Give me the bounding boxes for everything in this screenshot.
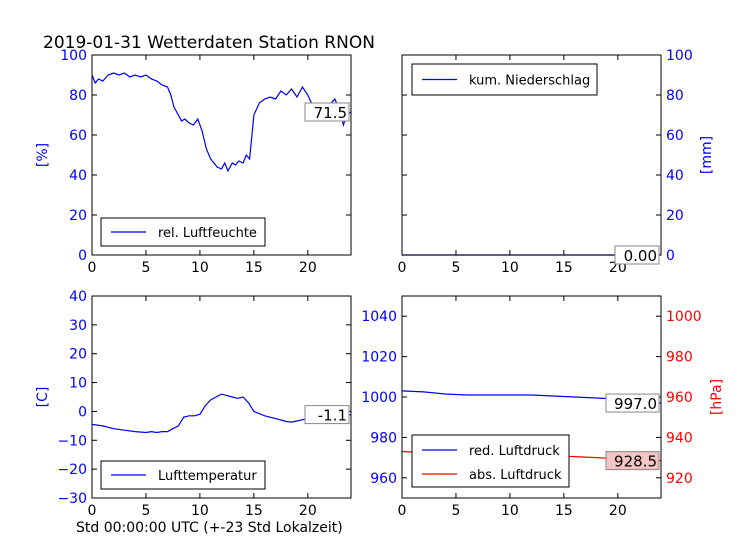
annotation-precip-box [614, 245, 660, 265]
y-tick-label-temperature--30: −30 [57, 491, 87, 507]
annotation-humidity: 71.5 [314, 104, 347, 122]
y-tick-label-humidity-80: 80 [69, 88, 87, 104]
x-tick-label-temperature-10: 10 [191, 503, 209, 519]
legend-label-humidity-0: rel. Luftfeuchte [158, 226, 257, 241]
y-tick-label-temperature-10: 10 [69, 376, 87, 392]
plot-frame-precip [401, 54, 662, 256]
y-tick-label-temperature--20: −20 [57, 462, 87, 478]
x-tick-label-pressure-10: 10 [501, 503, 519, 519]
y-tick-label-precip-60: 60 [666, 128, 684, 144]
x-tick-label-pressure-20: 20 [609, 503, 627, 519]
legend-box-pressure [411, 434, 570, 488]
figure-title: 2019-01-31 Wetterdaten Station RNON [43, 33, 375, 53]
legend-label-pressure-1: abs. Luftdruck [469, 468, 562, 483]
x-tick-label-pressure-15: 15 [555, 503, 573, 519]
y-tick-label-precip-20: 20 [666, 208, 684, 224]
y-tick-label-precip-80: 80 [666, 88, 684, 104]
y-tick-label-pressure-960: 960 [370, 471, 397, 487]
y2-tick-label-pressure-940: 940 [666, 430, 693, 446]
annotation-temperature: -1.1 [318, 407, 347, 425]
y-axis-label-humidity: [%] [35, 143, 51, 167]
y-tick-label-precip-0: 0 [666, 248, 675, 264]
y-tick-label-humidity-0: 0 [78, 248, 87, 264]
y-tick-label-humidity-100: 100 [60, 48, 87, 64]
y-tick-label-pressure-1000: 1000 [361, 390, 397, 406]
y-tick-label-humidity-20: 20 [69, 208, 87, 224]
y2-tick-label-pressure-980: 980 [666, 350, 693, 366]
x-tick-label-humidity-20: 20 [299, 260, 317, 276]
annotation-humidity-box [304, 102, 350, 122]
panel-temperature: 0 5 10 15 20 −30 −20 −10 0 10 20 30 40 [C] Lufttempera… [35, 289, 352, 519]
annotation2-pressure: 928.5 [614, 453, 657, 471]
y-tick-label-precip-40: 40 [666, 168, 684, 184]
y-axis-label-temperature: [C] [35, 387, 51, 408]
x-tick-label-precip-5: 5 [451, 260, 460, 276]
legend-label-precip-0: kum. Niederschlag [469, 74, 590, 89]
y2-tick-label-pressure-1000: 1000 [666, 309, 702, 325]
y2-tick-label-pressure-920: 920 [666, 471, 693, 487]
y-tick-label-temperature-20: 20 [69, 347, 87, 363]
annotation-temperature-box [304, 405, 350, 425]
y-tick-label-temperature-30: 30 [69, 318, 87, 334]
panel-pressure: 0 5 10 15 20 960 980 1000 1020 1040 920 940 960 980 10… [361, 295, 725, 519]
annotation-pressure: 997.0 [614, 395, 657, 413]
y-tick-label-pressure-1020: 1020 [361, 350, 397, 366]
annotation2-pressure-box [605, 451, 660, 471]
y-tick-label-temperature--10: −10 [57, 433, 87, 449]
x-tick-label-temperature-15: 15 [245, 503, 263, 519]
y-tick-label-pressure-980: 980 [370, 430, 397, 446]
x-tick-label-pressure-0: 0 [398, 503, 407, 519]
y-axis-label-precip: [mm] [699, 136, 715, 174]
x-tick-label-humidity-10: 10 [191, 260, 209, 276]
x-tick-label-precip-10: 10 [501, 260, 519, 276]
y-tick-label-pressure-1040: 1040 [361, 309, 397, 325]
figure-xlabel: Std 00:00:00 UTC (+-23 Std Lokalzeit) [76, 520, 343, 536]
y-tick-label-temperature-0: 0 [78, 404, 87, 420]
x-tick-label-temperature-5: 5 [141, 503, 150, 519]
plot-frame-humidity [91, 54, 352, 256]
x-tick-label-precip-0: 0 [398, 260, 407, 276]
x-tick-label-temperature-0: 0 [88, 503, 97, 519]
y-tick-label-temperature-40: 40 [69, 289, 87, 305]
y-tick-label-humidity-60: 60 [69, 128, 87, 144]
x-tick-label-precip-15: 15 [555, 260, 573, 276]
series-line-temperature-0 [91, 393, 352, 434]
plot-frame-temperature [91, 295, 352, 499]
x-tick-label-pressure-5: 5 [451, 503, 460, 519]
legend-label-pressure-0: red. Luftdruck [469, 444, 560, 459]
x-tick-label-humidity-15: 15 [245, 260, 263, 276]
series-line-humidity-0 [91, 72, 352, 173]
annotation-pressure-box [605, 393, 660, 413]
y2-tick-label-pressure-960: 960 [666, 390, 693, 406]
x-tick-label-humidity-0: 0 [88, 260, 97, 276]
y-tick-label-humidity-40: 40 [69, 168, 87, 184]
annotation-precip: 0.00 [624, 247, 657, 265]
y-axis-label-pressure: [hPa] [709, 379, 725, 415]
x-tick-label-temperature-20: 20 [299, 503, 317, 519]
x-tick-label-humidity-5: 5 [141, 260, 150, 276]
y-tick-label-precip-100: 100 [666, 48, 693, 64]
panel-humidity: 0 5 10 15 20 0 20 40 60 80 100 [%] rel. Luftfeuchte 7… [35, 48, 352, 276]
legend-label-temperature-0: Lufttemperatur [158, 469, 257, 484]
